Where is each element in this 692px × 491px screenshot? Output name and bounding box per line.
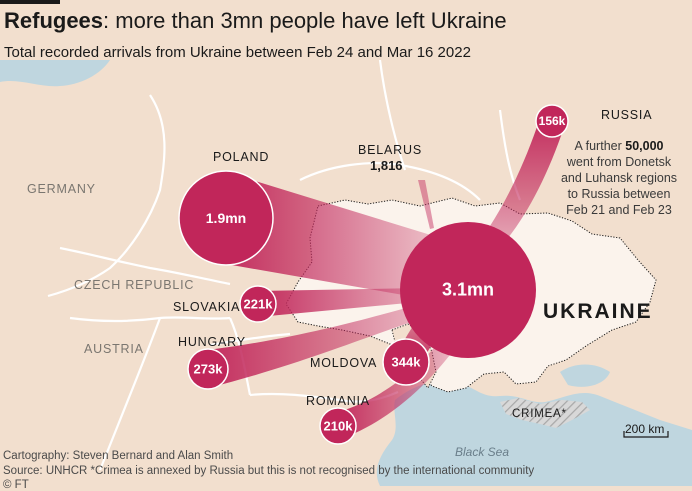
footer-credit: Cartography: Steven Bernard and Alan Smi… [3, 450, 234, 462]
flow-slovakia [258, 288, 420, 317]
footer-source: Source: UNHCR *Crimea is annexed by Russ… [3, 465, 535, 477]
footer-copyright: © FT [3, 479, 29, 491]
value-hungary: 273k [193, 361, 223, 377]
label-moldova: MOLDOVA [310, 356, 378, 370]
belarus-value: 1,816 [370, 158, 403, 173]
chart-subtitle: Total recorded arrivals from Ukraine bet… [4, 44, 471, 61]
baltic-sea [0, 60, 110, 87]
value-ukraine: 3.1mn [441, 279, 495, 300]
label-czech-republic: CZECH REPUBLIC [74, 278, 195, 292]
crimea-shape [500, 398, 590, 428]
label-slovakia: SLOVAKIA [173, 300, 241, 314]
scale-bar [623, 431, 669, 438]
label-austria: AUSTRIA [84, 342, 144, 356]
bubble-hungary [187, 348, 229, 390]
bubble-romania [319, 407, 357, 445]
value-slovakia: 221k [243, 296, 273, 312]
label-black-sea: Black Sea [455, 445, 510, 459]
chart-title: Refugees: more than 3mn people have left… [4, 8, 507, 33]
value-romania: 210k [323, 418, 353, 434]
sea-of-azov [560, 364, 610, 387]
label-germany: GERMANY [27, 182, 96, 196]
scale-label: 200 km [625, 422, 665, 436]
flow-russia [490, 115, 565, 238]
value-moldova: 344k [391, 354, 421, 370]
label-hungary: HUNGARY [178, 335, 246, 349]
label-ukraine: UKRAINE [543, 300, 653, 323]
flow-poland [226, 172, 434, 300]
ft-top-bar [0, 0, 60, 4]
russia-note: A further 50,000 went from Donetsk and L… [560, 139, 678, 217]
ukraine-border [285, 197, 657, 393]
value-russia: 156k [538, 114, 566, 128]
label-poland: POLAND [213, 150, 270, 164]
bubble-slovakia [239, 285, 277, 323]
bubble-moldova [382, 338, 430, 386]
label-romania: ROMANIA [306, 394, 370, 408]
bubbles [178, 104, 569, 445]
label-belarus: BELARUS [358, 143, 422, 157]
bubble-poland [178, 170, 274, 266]
flow-hungary [208, 304, 424, 388]
value-poland: 1.9mn [205, 210, 247, 226]
bubble-ukraine [400, 222, 536, 358]
flow-belarus [418, 180, 434, 229]
label-russia: RUSSIA [601, 108, 653, 122]
label-crimea: CRIMEA* [512, 408, 567, 420]
bubble-russia [535, 104, 569, 138]
black-sea [376, 381, 692, 486]
